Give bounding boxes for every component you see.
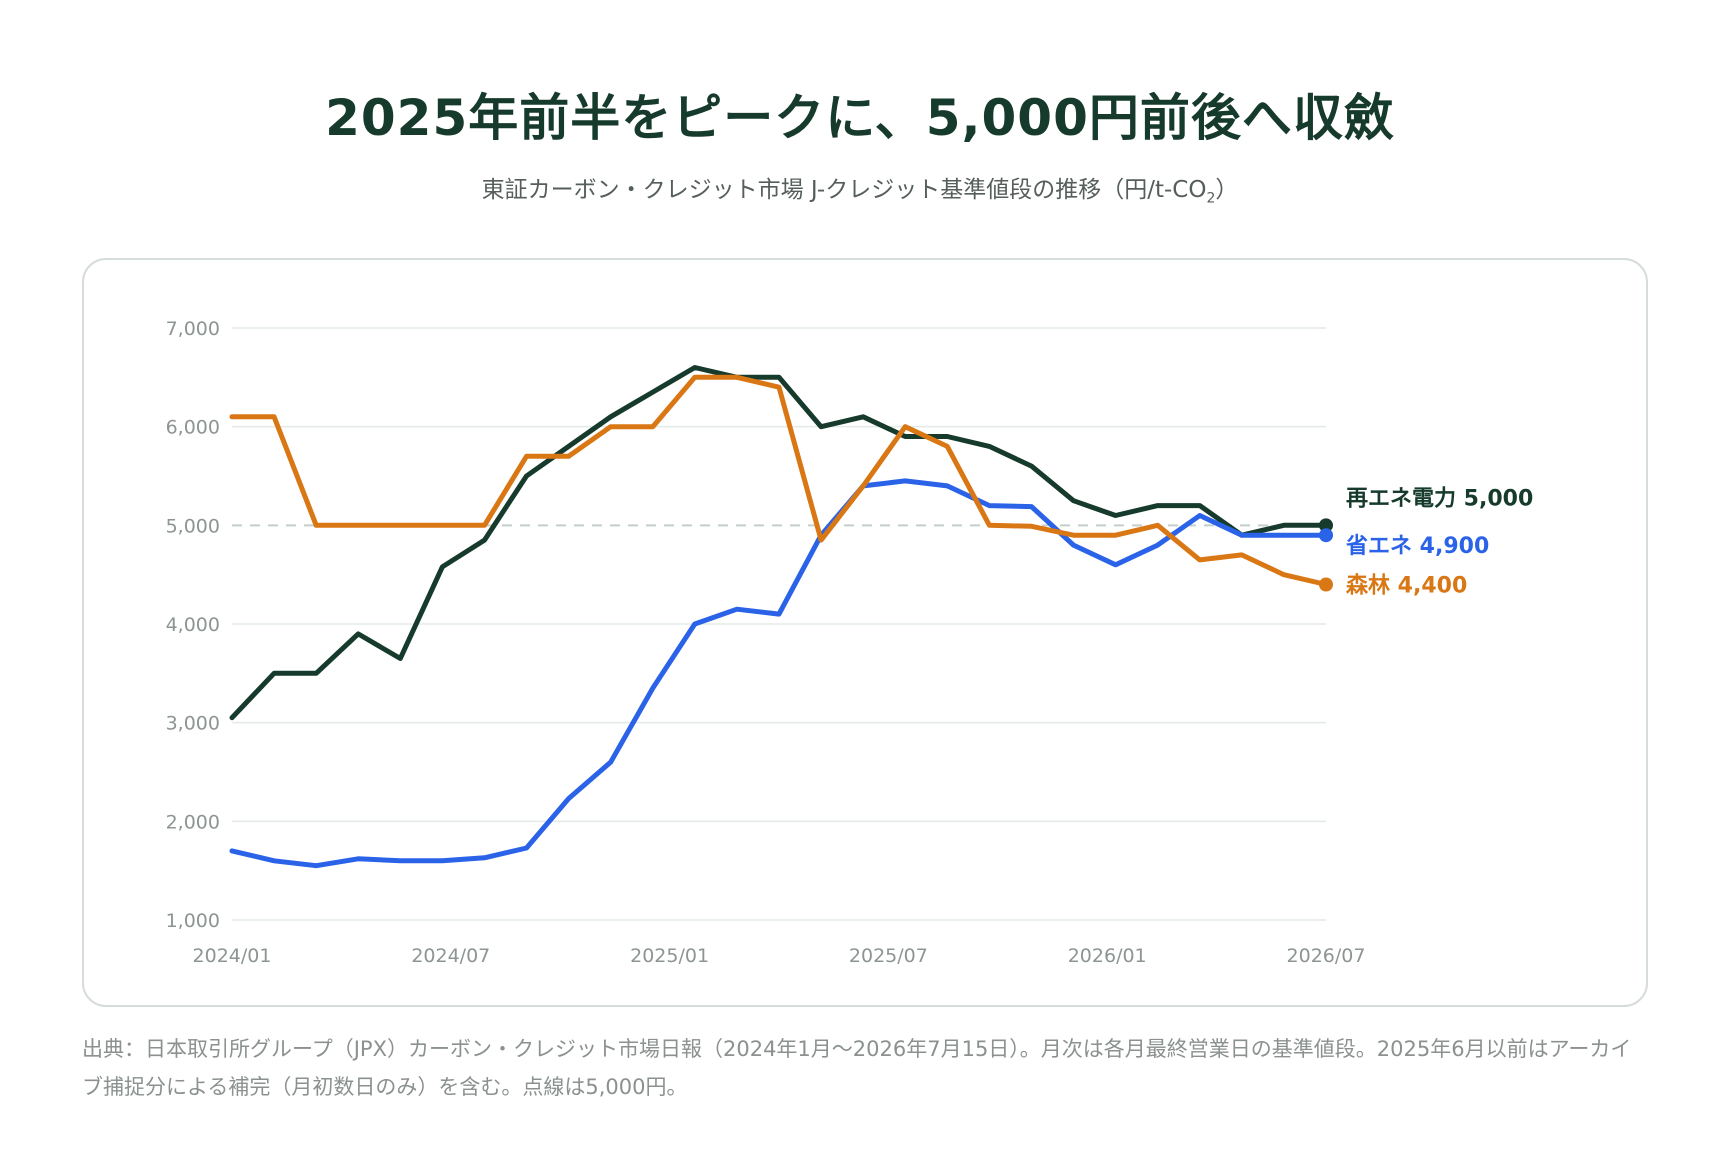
subtitle-end: ） — [1215, 177, 1239, 203]
chart-title: 2025年前半をピークに、5,000円前後へ収斂 — [325, 89, 1395, 147]
series-line-3 — [229, 374, 1329, 587]
x-tick-label: 2024/01 — [193, 945, 272, 967]
x-tick-label: 2025/07 — [849, 945, 928, 967]
chart-subtitle: 東証カーボン・クレジット市場 J-クレジット基準値段の推移（円/t-CO2） — [0, 170, 1720, 207]
x-tick-label: 2026/01 — [1068, 945, 1147, 967]
x-tick-label: 2024/07 — [411, 945, 490, 967]
series-end-marker-3 — [1319, 577, 1333, 592]
subtitle-subscript: 2 — [1206, 190, 1216, 207]
y-tick-label: 1,000 — [166, 910, 220, 932]
series-end-marker-1 — [1319, 518, 1333, 533]
y-tick-label: 4,000 — [166, 614, 220, 636]
series-end-marker-2 — [1319, 528, 1333, 543]
axis-layer: 1,000 2,000 3,000 4,000 5,000 6,000 7,000 2024/… — [166, 318, 1366, 967]
series-line-2 — [229, 478, 1329, 869]
y-tick-label: 6,000 — [166, 417, 220, 439]
chart-card: 1,000 2,000 3,000 4,000 5,000 6,000 7,000 2024/… — [82, 258, 1648, 1007]
y-tick-label: 7,000 — [166, 318, 220, 340]
y-tick-label: 2,000 — [166, 811, 220, 833]
x-tick-label: 2026/07 — [1287, 945, 1366, 967]
series-end-label-2: 省エネ 4,900 — [1345, 534, 1489, 559]
series-layer — [229, 365, 1333, 869]
series-line-1 — [229, 365, 1329, 721]
subtitle-main: 東証カーボン・クレジット市場 J-クレジット基準値段の推移（円/t-CO — [481, 177, 1207, 203]
source-footnote: 出典：日本取引所グループ（JPX）カーボン・クレジット市場日報（2024年1月〜… — [82, 1037, 1632, 1099]
y-tick-label: 5,000 — [166, 515, 220, 537]
label-layer: 再エネ電力 5,000 省エネ 4,900 森林 4,400 — [1345, 486, 1533, 598]
grid-layer — [232, 327, 1326, 921]
line-chart: 1,000 2,000 3,000 4,000 5,000 6,000 7,000 2024/… — [166, 318, 1534, 967]
x-tick-label: 2025/01 — [630, 945, 709, 967]
series-end-label-1: 再エネ電力 5,000 — [1346, 486, 1533, 511]
series-end-label-3: 森林 4,400 — [1346, 573, 1467, 599]
y-tick-label: 3,000 — [166, 713, 220, 735]
